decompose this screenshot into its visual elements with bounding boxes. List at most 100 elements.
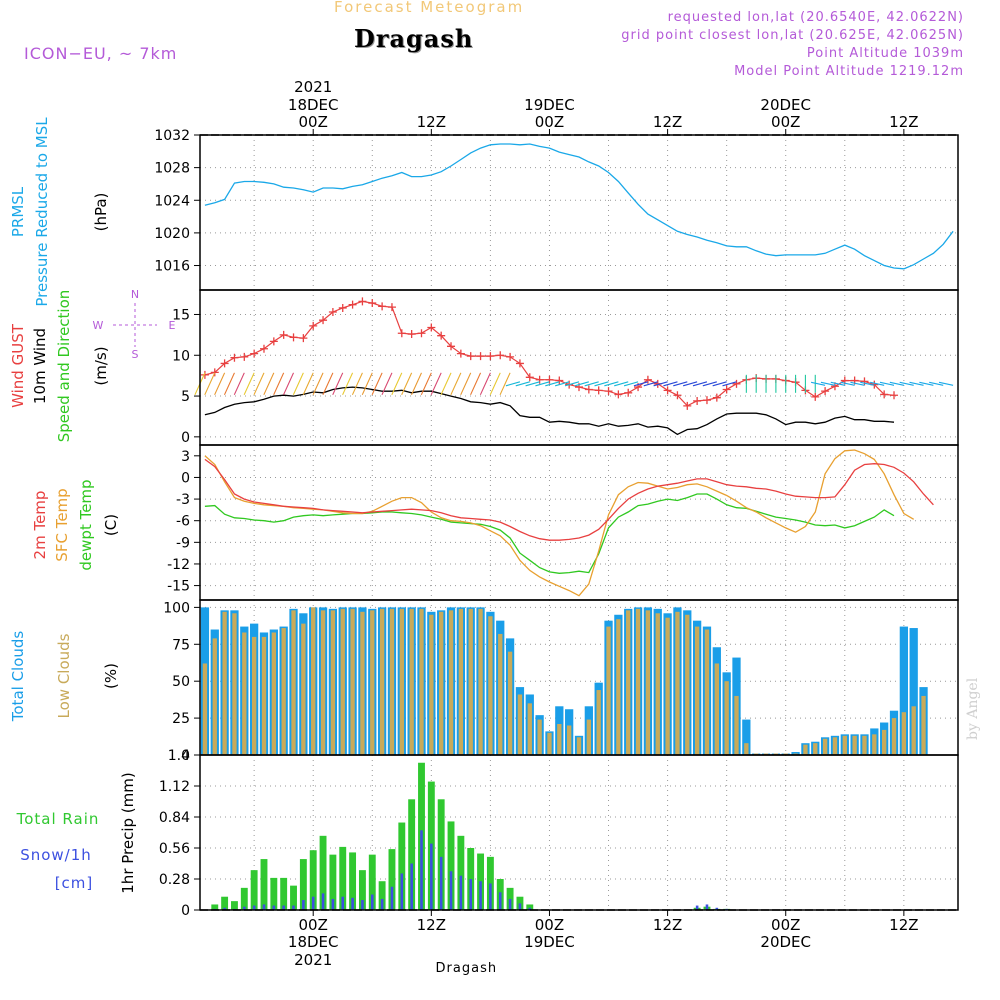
gust-marker <box>378 302 387 311</box>
rain-bar <box>211 904 219 910</box>
low-cloud-bar <box>507 651 513 755</box>
wind-arrow <box>545 381 560 387</box>
wind-arrow <box>479 372 491 396</box>
precip-label-cm: [cm] <box>55 874 94 892</box>
top-day-label: 19DEC <box>524 96 575 114</box>
rain-bar <box>290 885 297 910</box>
wind-arrow <box>712 381 727 387</box>
gust-marker <box>279 330 288 339</box>
clouds-label-low: Low Clouds <box>55 633 73 718</box>
rain-bar <box>339 846 347 910</box>
low-cloud-bar <box>842 735 847 755</box>
precip-label-snow: Snow/1h <box>20 846 92 864</box>
snow-bar <box>361 900 364 910</box>
top-hour-label: 00Z <box>771 113 800 131</box>
bottom-hour-label: 00Z <box>771 916 800 934</box>
precip-unit: 1hr Precip (mm) <box>119 772 137 893</box>
low-cloud-bar <box>547 732 552 755</box>
low-cloud-bar <box>458 608 464 755</box>
low-cloud-bar <box>606 626 611 755</box>
wind-arrow <box>584 381 599 387</box>
low-cloud-bar <box>419 608 424 755</box>
wind-arrow <box>919 381 934 386</box>
clouds-unit: (%) <box>102 663 120 689</box>
wind-arrow <box>663 381 678 387</box>
low-cloud-bar <box>576 737 582 755</box>
wind-arrow <box>263 372 275 396</box>
low-cloud-bar <box>212 638 217 755</box>
pressure-label-prmsl: PRMSL <box>9 186 27 237</box>
precip-ytick-label: 0.56 <box>159 841 190 857</box>
gust-marker <box>880 390 889 399</box>
snow-bar <box>479 881 482 910</box>
snow-bar <box>695 905 699 910</box>
snow-bar <box>498 892 502 910</box>
snow-bar <box>410 863 413 910</box>
low-cloud-bar <box>872 734 877 755</box>
snow-bar <box>243 906 246 910</box>
wind-arrow <box>525 381 540 387</box>
pressure-line <box>204 143 954 270</box>
top-hour-label: 12Z <box>417 113 446 131</box>
wind-arrow <box>440 372 452 396</box>
temp-unit: (C) <box>102 514 120 536</box>
top-hour-label: 00Z <box>299 113 328 131</box>
gust-marker <box>368 299 377 308</box>
pressure-ytick-label: 1024 <box>154 193 190 209</box>
gust-marker <box>614 390 623 399</box>
gust-marker <box>821 387 830 396</box>
wind-arrow <box>673 381 688 387</box>
snow-bar <box>223 907 226 910</box>
wind-arrow <box>574 381 589 387</box>
snow-bar <box>489 883 492 910</box>
low-cloud-bar <box>429 614 434 755</box>
rain-bar <box>388 849 396 910</box>
total-cloud-bar <box>742 719 751 755</box>
axes-layer: 1032102810241020101615105030-3-6-9-12-15… <box>154 128 959 919</box>
wind-arrow <box>204 372 216 396</box>
temp-ytick-label: -15 <box>167 579 190 595</box>
gust-marker <box>811 392 820 401</box>
low-cloud-bar <box>271 632 276 755</box>
snow-bar <box>390 886 394 910</box>
snow-bar <box>439 856 443 910</box>
wind-ytick-label: 15 <box>172 307 190 323</box>
low-cloud-bar <box>724 681 729 755</box>
rain-bar <box>299 859 307 910</box>
low-cloud-bar <box>379 608 385 755</box>
low-cloud-bar <box>882 729 887 755</box>
wind-arrow <box>643 381 658 387</box>
wind-arrow <box>870 381 885 386</box>
bottom-hour-label: 12Z <box>417 916 446 934</box>
gust-marker <box>604 387 613 396</box>
low-cloud-bar <box>557 724 562 755</box>
snow-bar <box>341 896 345 910</box>
low-cloud-bar <box>370 610 375 755</box>
gust-marker <box>250 349 259 358</box>
clouds-ytick-label: 0 <box>181 748 190 764</box>
wind-arrow <box>702 381 717 387</box>
low-cloud-bar <box>694 626 700 755</box>
wind-arrow <box>489 372 501 396</box>
wind-arrow <box>653 381 668 387</box>
wind-arrow <box>860 381 875 386</box>
rain-bar <box>368 854 376 910</box>
temp-ytick-label: 3 <box>181 449 190 465</box>
snow-bar <box>449 871 453 910</box>
low-cloud-bar <box>586 719 592 755</box>
snow-bar <box>252 905 256 910</box>
bottom-day-label: 18DEC <box>288 933 339 951</box>
precip-label-rain: Total Rain <box>16 810 100 828</box>
location-title: Dragash <box>354 24 474 53</box>
gust-marker <box>309 321 318 330</box>
wind-arrow <box>401 372 413 396</box>
wind-arrow <box>283 372 295 396</box>
precip-ytick-label: 1.12 <box>159 779 190 795</box>
wind-ytick-label: 10 <box>172 348 190 364</box>
wind-arrow <box>253 372 265 396</box>
top-hour-label: 12Z <box>889 113 918 131</box>
low-cloud-bar <box>527 703 532 755</box>
wind-arrow <box>938 381 954 386</box>
gust-marker <box>387 303 396 312</box>
wind-arrow <box>460 372 472 396</box>
